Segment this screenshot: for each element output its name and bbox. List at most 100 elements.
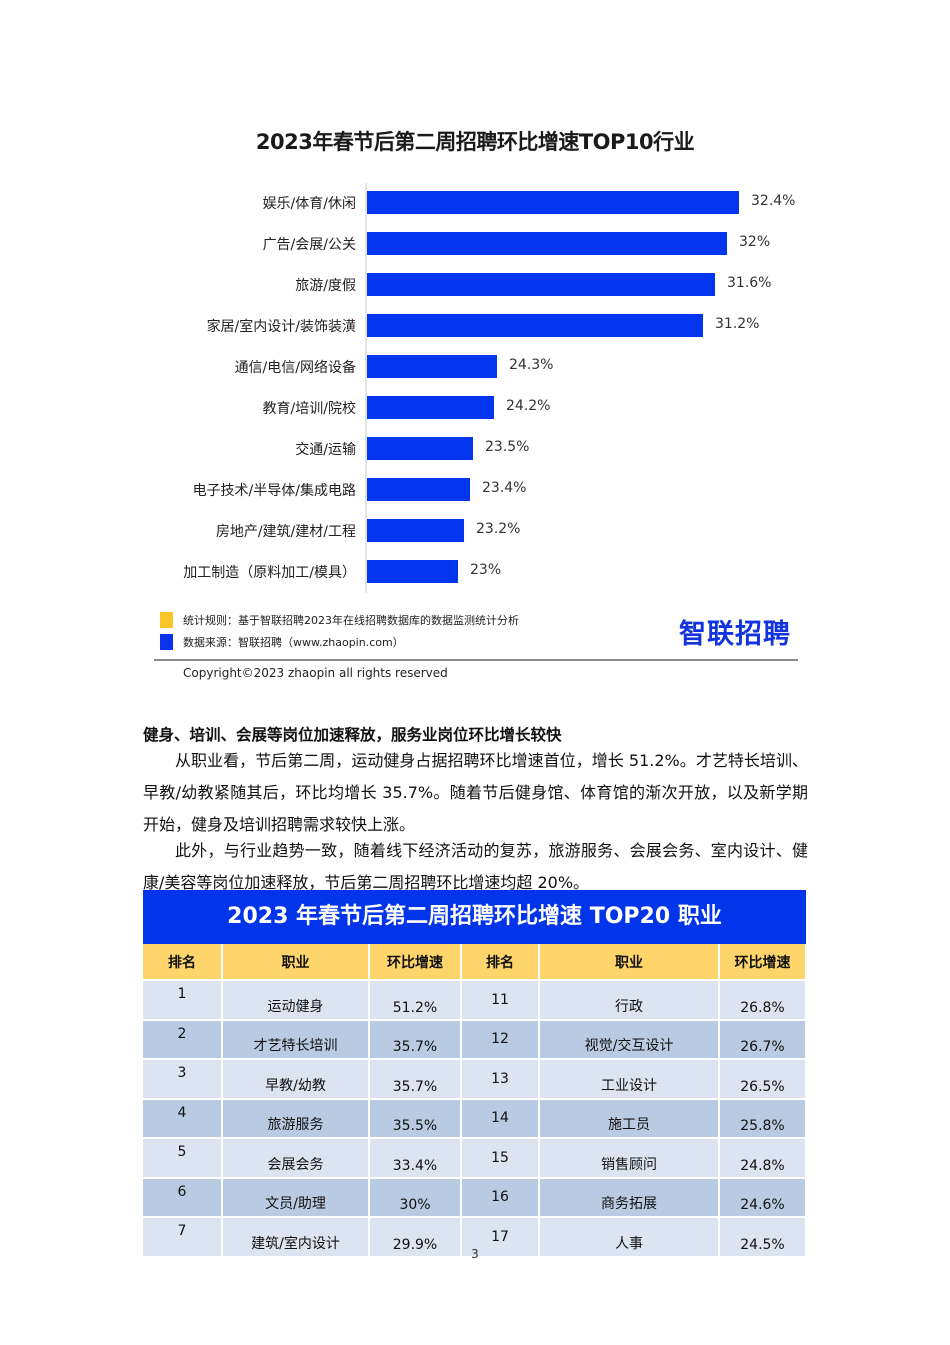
bar-value: 23.5% xyxy=(485,439,530,455)
column-header: 排名 xyxy=(143,944,223,980)
job-cell: 行政 xyxy=(539,979,720,1020)
growth-cell: 25.8% xyxy=(719,1097,807,1138)
bar-row: 房地产/建筑/建材/工程 23.2% xyxy=(0,519,950,542)
bar-value: 23% xyxy=(470,562,502,578)
job-cell: 施工员 xyxy=(539,1097,720,1138)
bar xyxy=(367,478,470,501)
column-header: 环比增速 xyxy=(719,944,807,980)
table-row: 3 早教/幼教 35.7% 13 工业设计 26.5% xyxy=(143,1058,807,1099)
rank-cell: 2 xyxy=(143,1018,223,1059)
rank-cell: 16 xyxy=(461,1176,540,1217)
growth-cell: 24.8% xyxy=(719,1137,807,1178)
growth-cell: 26.5% xyxy=(719,1058,807,1099)
growth-cell: 33.4% xyxy=(369,1137,462,1178)
bar-label: 电子技术/半导体/集成电路 xyxy=(192,483,356,499)
bar xyxy=(367,519,464,542)
table-row: 2 才艺特长培训 35.7% 12 视觉/交互设计 26.7% xyxy=(143,1018,807,1059)
bar-row: 交通/运输 23.5% xyxy=(0,437,950,460)
job-cell: 建筑/室内设计 xyxy=(222,1216,370,1256)
paragraph-text: 此外，与行业趋势一致，随着线下经济活动的复苏，旅游服务、会展会务、室内设计、健康… xyxy=(143,841,808,892)
job-cell: 会展会务 xyxy=(222,1137,370,1178)
growth-cell: 29.9% xyxy=(369,1216,462,1256)
divider xyxy=(154,659,798,661)
column-header: 职业 xyxy=(539,944,720,980)
bar-value: 32.4% xyxy=(751,193,796,209)
bar xyxy=(367,355,497,378)
bar-value: 23.4% xyxy=(482,480,527,496)
bar-row: 电子技术/半导体/集成电路 23.4% xyxy=(0,478,950,501)
job-cell: 早教/幼教 xyxy=(222,1058,370,1099)
growth-cell: 35.5% xyxy=(369,1097,462,1138)
legend-item-rule: 统计规则：基于智联招聘2023年在线招聘数据库的数据监测统计分析 xyxy=(160,612,519,628)
bar-value: 24.2% xyxy=(506,398,551,414)
growth-cell: 24.6% xyxy=(719,1176,807,1217)
rank-cell: 5 xyxy=(143,1137,223,1178)
table-body: 1 运动健身 51.2% 11 行政 26.8% 2 才艺特长培训 35.7% 12 视觉/交互设计… xyxy=(143,979,807,1256)
bar xyxy=(367,396,494,419)
job-cell: 商务拓展 xyxy=(539,1176,720,1217)
bar-label: 娱乐/体育/休闲 xyxy=(262,196,356,212)
bar-value: 32% xyxy=(739,234,771,250)
legend-source-text: 数据来源：智联招聘（www.zhaopin.com） xyxy=(183,636,404,649)
table-row: 4 旅游服务 35.5% 14 施工员 25.8% xyxy=(143,1097,807,1138)
job-cell: 视觉/交互设计 xyxy=(539,1018,720,1059)
rank-cell: 3 xyxy=(143,1058,223,1099)
bar-label: 交通/运输 xyxy=(295,442,356,458)
growth-cell: 24.5% xyxy=(719,1216,807,1256)
job-cell: 才艺特长培训 xyxy=(222,1018,370,1059)
yellow-square-icon xyxy=(160,612,173,628)
bar-label: 房地产/建筑/建材/工程 xyxy=(215,524,356,540)
bar-label: 通信/电信/网络设备 xyxy=(234,360,356,376)
column-header: 环比增速 xyxy=(369,944,462,980)
bar xyxy=(367,560,458,583)
growth-cell: 35.7% xyxy=(369,1058,462,1099)
job-cell: 旅游服务 xyxy=(222,1097,370,1138)
rank-cell: 17 xyxy=(461,1216,540,1256)
bar xyxy=(367,273,715,296)
table-header-row: 排名 职业 环比增速 排名 职业 环比增速 xyxy=(143,944,807,980)
zhaopin-logo: 智联招聘 xyxy=(679,612,791,651)
copyright-text: Copyright©2023 zhaopin all rights reserv… xyxy=(183,666,448,680)
bar xyxy=(367,232,727,255)
bar-label: 广告/会展/公关 xyxy=(262,237,356,253)
bar-value: 31.2% xyxy=(715,316,760,332)
body-paragraph-1: 从职业看，节后第二周，运动健身占据招聘环比增速首位，增长 51.2%。才艺特长培… xyxy=(143,745,808,841)
body-paragraph-2: 此外，与行业趋势一致，随着线下经济活动的复苏，旅游服务、会展会务、室内设计、健康… xyxy=(143,835,808,899)
bar-value: 24.3% xyxy=(509,357,554,373)
bar-row: 加工制造（原料加工/模具） 23% xyxy=(0,560,950,583)
column-header: 排名 xyxy=(461,944,540,980)
growth-cell: 35.7% xyxy=(369,1018,462,1059)
legend-item-source: 数据来源：智联招聘（www.zhaopin.com） xyxy=(160,634,404,650)
legend-rule-text: 统计规则：基于智联招聘2023年在线招聘数据库的数据监测统计分析 xyxy=(183,614,519,627)
growth-cell: 26.7% xyxy=(719,1018,807,1059)
bar-row: 娱乐/体育/休闲 32.4% xyxy=(0,191,950,214)
bar-row: 教育/培训/院校 24.2% xyxy=(0,396,950,419)
job-cell: 销售顾问 xyxy=(539,1137,720,1178)
column-header: 职业 xyxy=(222,944,370,980)
bar-row: 广告/会展/公关 32% xyxy=(0,232,950,255)
paragraph-text: 从职业看，节后第二周，运动健身占据招聘环比增速首位，增长 51.2%。才艺特长培… xyxy=(143,751,808,834)
growth-cell: 30% xyxy=(369,1176,462,1217)
bar-label: 加工制造（原料加工/模具） xyxy=(183,565,356,581)
rank-cell: 15 xyxy=(461,1137,540,1178)
bar-label: 教育/培训/院校 xyxy=(262,401,356,417)
rank-cell: 11 xyxy=(461,979,540,1020)
job-cell: 运动健身 xyxy=(222,979,370,1020)
section-heading: 健身、培训、会展等岗位加速释放，服务业岗位环比增长较快 xyxy=(143,726,562,744)
bar-label: 旅游/度假 xyxy=(295,278,356,294)
rank-cell: 6 xyxy=(143,1176,223,1217)
job-cell: 工业设计 xyxy=(539,1058,720,1099)
growth-cell: 51.2% xyxy=(369,979,462,1020)
table-row: 7 建筑/室内设计 29.9% 17 人事 24.5% xyxy=(143,1216,807,1256)
table-title: 2023 年春节后第二周招聘环比增速 TOP20 职业 xyxy=(143,890,806,944)
bar-value: 31.6% xyxy=(727,275,772,291)
bar xyxy=(367,191,739,214)
growth-cell: 26.8% xyxy=(719,979,807,1020)
rank-cell: 12 xyxy=(461,1018,540,1059)
table-row: 6 文员/助理 30% 16 商务拓展 24.6% xyxy=(143,1176,807,1217)
job-cell: 文员/助理 xyxy=(222,1176,370,1217)
chart-title: 2023年春节后第二周招聘环比增速TOP10行业 xyxy=(255,130,695,154)
bar-row: 通信/电信/网络设备 24.3% xyxy=(0,355,950,378)
top20-jobs-table: 2023 年春节后第二周招聘环比增速 TOP20 职业 排名 职业 环比增速 排名 职业… xyxy=(143,890,807,1256)
rank-cell: 7 xyxy=(143,1216,223,1256)
